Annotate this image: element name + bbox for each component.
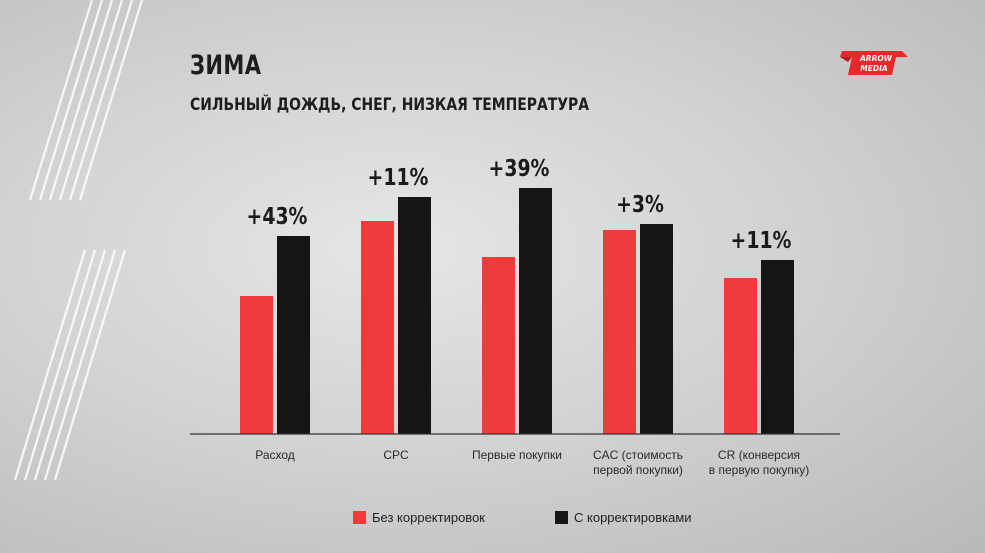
category-label-4-line2: в первую покупку)	[709, 463, 809, 477]
growth-label-2: +39%	[489, 154, 550, 181]
bar-adjusted-4	[761, 260, 794, 434]
bar-base-3	[603, 230, 636, 434]
category-label-4-line1: CR (конверсия	[718, 448, 800, 462]
bar-base-1	[361, 221, 394, 434]
bar-base-4	[724, 278, 757, 434]
bar-adjusted-0	[277, 236, 310, 434]
logo-text-media: MEDIA	[860, 64, 888, 73]
legend-label-series1: Без корректировок	[372, 509, 485, 525]
growth-label-1: +11%	[368, 163, 429, 190]
legend-item-series1: Без корректировок	[353, 509, 485, 525]
bar-adjusted-1	[398, 197, 431, 434]
legend-item-series2: С корректировками	[555, 509, 692, 525]
legend-swatch-red	[353, 510, 366, 524]
category-label-3-line2: первой покупки)	[593, 463, 683, 477]
slide-subtitle: СИЛЬНЫЙ ДОЖДЬ, СНЕГ, НИЗКАЯ ТЕМПЕРАТУРА	[190, 95, 590, 115]
category-label-1: CPC	[383, 448, 409, 462]
legend-label-series2: С корректировками	[574, 509, 692, 525]
bar-adjusted-3	[640, 224, 673, 434]
growth-label-0: +43%	[247, 202, 308, 229]
bar-base-0	[240, 296, 273, 434]
logo-text-arrow: ARROW	[859, 54, 893, 63]
growth-label-4: +11%	[731, 226, 792, 253]
decorative-stripes	[13, 0, 144, 481]
growth-label-3: +3%	[616, 190, 664, 217]
category-label-2: Первые покупки	[472, 448, 562, 462]
slide-title: ЗИМА	[190, 50, 262, 81]
category-label-3-line1: CAC (стоимость	[593, 448, 683, 462]
arrow-media-logo: ARROW MEDIA	[840, 51, 908, 75]
bar-base-2	[482, 257, 515, 434]
legend-swatch-black	[555, 510, 568, 524]
bar-adjusted-2	[519, 188, 552, 434]
category-label-0: Расход	[255, 448, 295, 462]
